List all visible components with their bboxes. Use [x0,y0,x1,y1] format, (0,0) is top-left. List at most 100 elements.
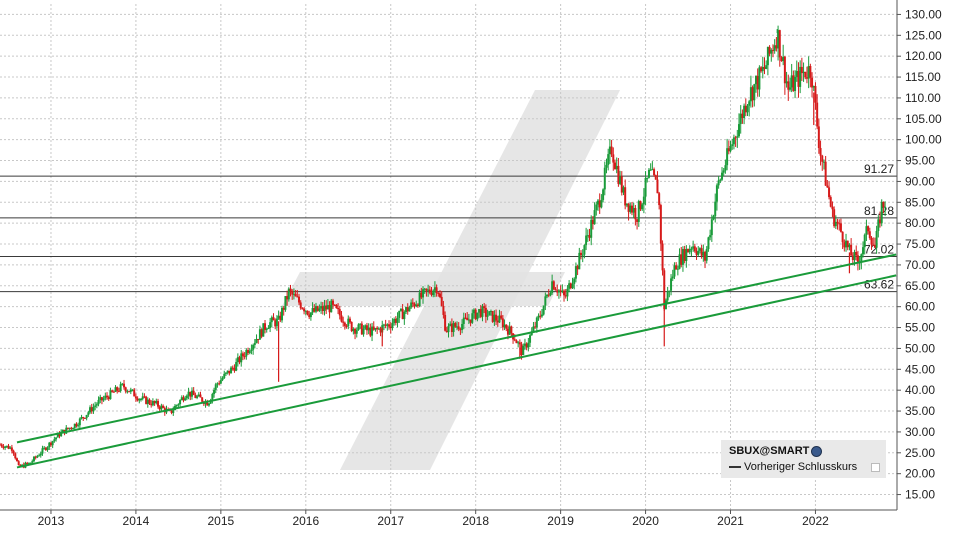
candle-body [491,311,494,322]
candle-body [100,397,103,401]
candle-body [797,70,800,87]
candle-body [620,176,623,193]
candle-body [826,185,829,188]
candle-body [673,265,676,277]
candle-body [398,310,401,318]
candle-body [216,383,219,385]
candle-body [97,399,100,405]
candle-body [865,226,868,235]
candle-body [646,177,649,179]
candle-body [230,367,233,374]
candle-body [851,255,854,261]
candle-body [770,50,773,54]
candle-body [386,324,389,326]
candle-body [180,397,183,401]
candle-body [868,231,871,238]
candle-body [654,175,657,180]
candle-body [56,433,59,438]
candle-body [873,244,876,248]
candle-body [337,308,340,310]
candle-body [656,179,659,194]
candle-body [605,164,608,168]
candle-body [469,319,472,323]
candle-body [265,328,268,330]
candle-body [211,394,214,401]
candle-body [406,307,409,312]
candle-body [107,397,110,400]
candle-body [257,338,260,340]
x-tick-label: 2018 [462,514,489,528]
y-tick-label: 115.00 [905,70,941,84]
candle-body [281,307,284,321]
candle-body [811,77,814,88]
legend-title: SBUX@SMART [729,445,810,457]
candle-body [248,350,251,354]
candle-body [15,458,18,462]
candle-body [671,276,674,279]
candle-body [719,179,722,181]
candle-body [532,326,535,332]
y-tick-label: 15.00 [905,488,935,502]
candle-body [700,248,703,256]
candle-body [340,315,343,322]
candle-body [777,30,780,49]
candle-body [228,370,231,374]
candle-body [591,219,594,225]
candle-body [121,383,124,385]
candle-body [38,455,41,457]
candle-body [194,395,197,398]
candle-body [860,254,863,263]
candle-body [520,344,523,356]
candle-body [634,207,637,220]
candle-body [7,445,10,449]
trendline [16,253,897,444]
candle-body [476,312,479,320]
candle-body [213,389,216,395]
legend-toggle-checkbox[interactable] [871,463,880,472]
y-tick-label: 45.00 [905,362,935,376]
candle-body [809,65,812,78]
candle-body [822,161,825,163]
candle-body [255,338,258,343]
candle-body [388,324,391,327]
candle-body [853,252,856,261]
level-label: 91.27 [864,162,894,176]
candle-body [663,270,666,310]
candle-body [369,327,372,336]
candle-body [51,441,54,446]
candle-body [70,427,73,429]
candle-body [250,349,253,351]
candle-body [828,187,831,198]
candle-body [724,165,727,171]
candle-body [705,249,708,261]
candle-body [214,384,217,390]
candle-body [158,406,161,410]
candle-body [659,205,662,244]
candle-body [272,317,275,321]
candle-body [182,397,185,401]
y-tick-label: 125.00 [905,28,942,42]
y-tick-label: 65.00 [905,279,935,293]
candle-body [571,283,574,289]
candle-body [206,401,209,406]
candle-body [681,249,684,265]
candle-body [576,266,579,270]
candle-body [119,384,122,392]
candle-body [236,357,239,363]
candle-body [688,249,691,253]
candle-body [252,344,255,350]
candle-body [4,446,7,448]
x-tick-label: 2013 [38,514,65,528]
candle-body [316,306,319,311]
candle-body [420,292,423,298]
candle-body [440,296,443,306]
globe-icon[interactable] [811,446,822,457]
candle-body [233,368,236,371]
candle-body [736,136,739,138]
candle-body [277,315,280,319]
candle-body [243,356,246,358]
candle-body [559,290,562,292]
candle-body [111,390,114,392]
candle-body [32,456,35,462]
